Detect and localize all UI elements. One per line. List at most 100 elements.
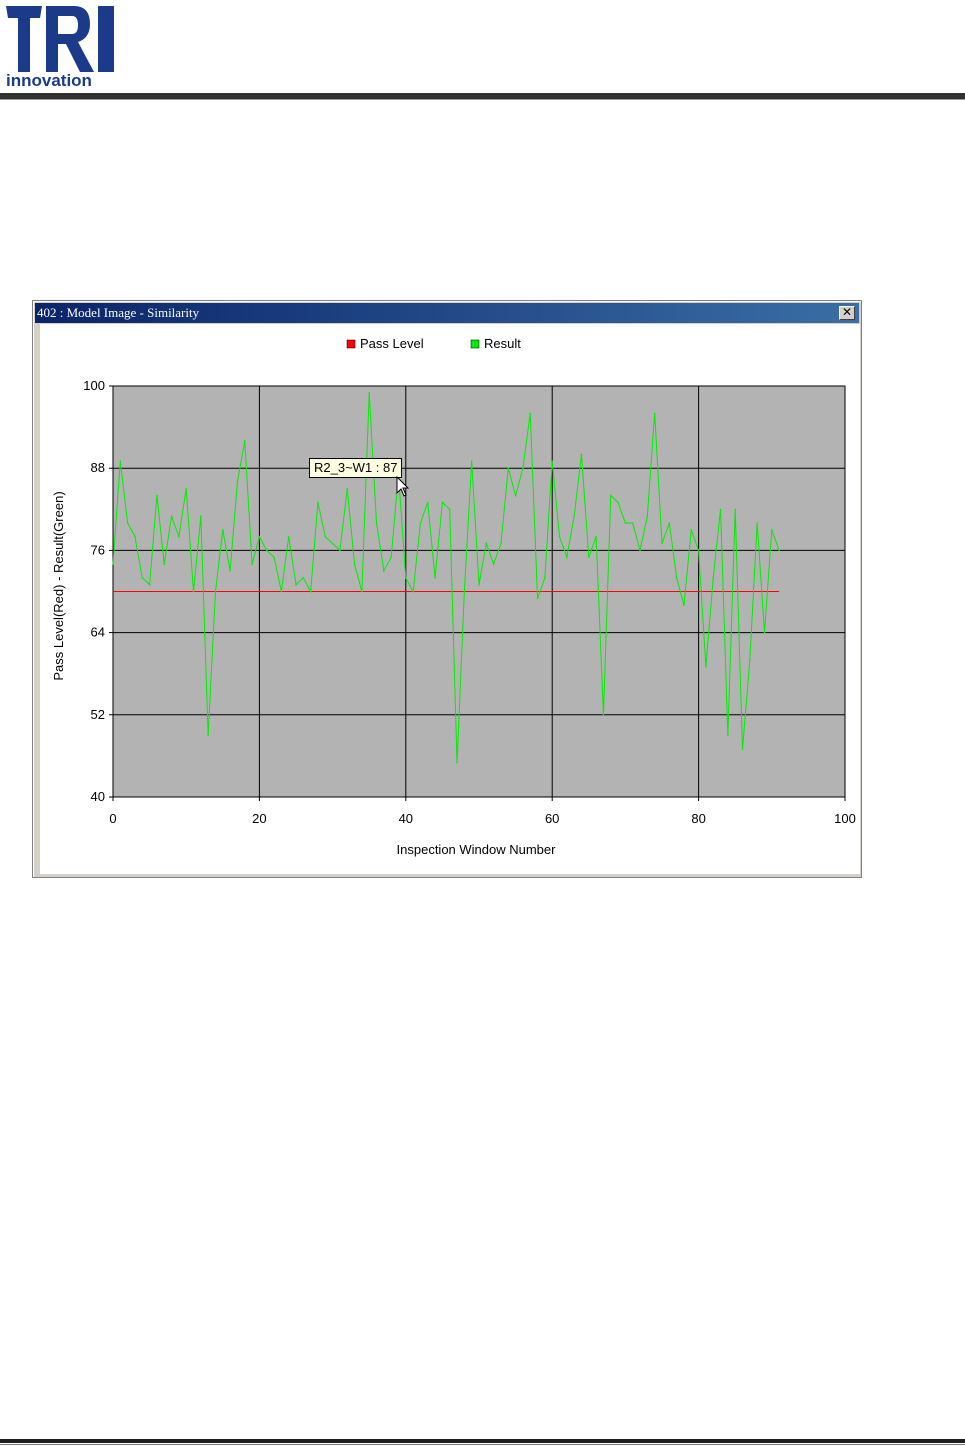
logo-mark: innovation: [6, 6, 114, 90]
result-point: [185, 487, 187, 490]
x-tick-label: 0: [109, 811, 116, 826]
x-axis-ticks: 0 20 40 60 80 100: [109, 797, 856, 826]
result-point: [763, 631, 766, 634]
result-point: [668, 522, 671, 524]
y-tick-label: 88: [91, 460, 105, 475]
result-point: [522, 467, 524, 469]
result-point: [573, 515, 575, 517]
result-point: [309, 590, 312, 593]
chart-window: 402 : Model Image - Similarity ✕ Pass Le…: [32, 300, 862, 878]
result-point: [280, 590, 283, 593]
tri-innovation-logo: innovation: [4, 2, 116, 90]
result-point: [771, 529, 773, 531]
result-point: [412, 590, 414, 593]
result-point: [602, 714, 605, 716]
result-point: [178, 535, 180, 538]
x-tick-label: 40: [399, 811, 413, 826]
result-point: [434, 577, 436, 579]
result-point: [712, 577, 715, 579]
result-point: [485, 542, 488, 545]
x-tick-label: 100: [834, 811, 856, 826]
result-point: [426, 501, 429, 504]
result-point: [675, 577, 678, 579]
result-points: [112, 392, 780, 764]
result-point: [551, 460, 553, 463]
mouse-pointer-icon: [396, 476, 410, 497]
result-point: [690, 529, 693, 531]
result-point: [331, 542, 334, 545]
result-point: [419, 522, 422, 524]
result-point: [156, 494, 158, 497]
result-point: [405, 577, 407, 579]
close-icon[interactable]: ✕: [839, 306, 855, 320]
result-point: [265, 549, 268, 552]
window-title: 402 : Model Image - Similarity: [37, 305, 200, 320]
result-point: [229, 570, 231, 572]
result-point: [580, 453, 583, 456]
x-axis-label: Inspection Window Number: [397, 842, 557, 857]
logo-subtitle: innovation: [6, 71, 92, 90]
result-point: [719, 508, 722, 511]
result-point: [661, 542, 663, 545]
result-point: [200, 515, 202, 517]
x-tick-label: 60: [545, 811, 559, 826]
result-point: [631, 522, 634, 524]
result-point: [126, 522, 129, 524]
result-point: [192, 590, 195, 593]
result-point: [588, 556, 590, 559]
result-point: [353, 563, 356, 565]
result-point: [478, 583, 480, 586]
result-point: [544, 577, 546, 579]
result-point: [441, 501, 444, 504]
legend-swatch-result: [470, 339, 480, 349]
result-point: [207, 734, 209, 737]
y-tick-label: 40: [91, 789, 105, 804]
result-point: [500, 542, 502, 545]
result-point: [463, 590, 466, 593]
result-point: [243, 440, 246, 442]
series-line-result: [112, 392, 780, 763]
x-tick-label: 80: [691, 811, 705, 826]
result-point: [624, 522, 627, 524]
result-point: [112, 563, 114, 565]
legend-label-result: Result: [484, 336, 521, 351]
result-point: [646, 515, 649, 517]
result-point: [697, 549, 700, 552]
y-axis-ticks: 40 52 64 76 88 100: [83, 378, 113, 804]
result-point: [163, 563, 166, 565]
result-point: [595, 535, 597, 538]
result-point: [214, 590, 217, 593]
y-tick-label: 100: [83, 378, 105, 393]
result-point: [653, 412, 656, 415]
result-point: [683, 604, 685, 606]
result-point: [470, 460, 473, 463]
window-titlebar[interactable]: 402 : Model Image - Similarity ✕: [35, 303, 859, 323]
result-point: [514, 494, 517, 497]
result-point: [295, 583, 297, 586]
result-point: [529, 412, 532, 415]
result-point: [778, 549, 780, 552]
header-divider: [0, 93, 965, 100]
result-point: [536, 597, 539, 600]
data-tooltip: R2_3~W1 : 87: [309, 458, 403, 478]
result-point: [258, 535, 261, 538]
similarity-chart: Pass Level Result 40 52 64 76 88 100 0 20 40 60 8…: [51, 336, 856, 857]
result-point: [251, 563, 253, 565]
result-point: [236, 481, 239, 483]
result-point: [368, 392, 371, 394]
result-point: [448, 508, 451, 511]
result-point: [361, 590, 363, 593]
result-point: [749, 659, 751, 661]
result-point: [141, 577, 144, 579]
footer-divider: [0, 1439, 965, 1445]
result-point: [566, 556, 568, 559]
y-tick-label: 52: [91, 707, 105, 722]
result-point: [507, 467, 510, 469]
legend-label-pass-level: Pass Level: [360, 336, 424, 351]
result-point: [346, 487, 349, 490]
result-point: [317, 501, 319, 504]
result-point: [617, 501, 619, 504]
result-point: [222, 529, 224, 531]
result-point: [324, 535, 327, 538]
x-tick-label: 20: [252, 811, 266, 826]
